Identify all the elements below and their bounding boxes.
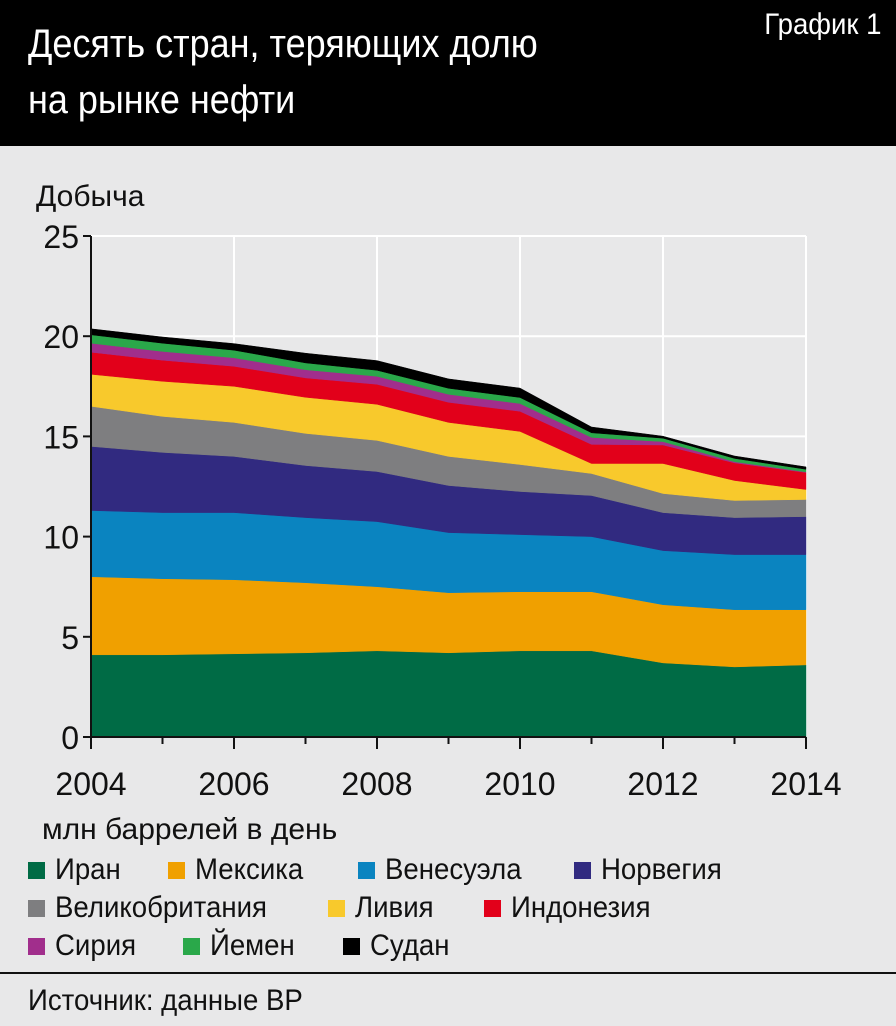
chart-legend: Иран Мексика Венесуэла Норвегия Великобритан… bbox=[0, 852, 896, 972]
chart-number-badge: График 1 bbox=[764, 8, 882, 41]
y-tick-label-20: 20 bbox=[43, 319, 79, 355]
legend-item-2: Мексика bbox=[168, 852, 313, 888]
legend-item-5: Великобритания bbox=[28, 890, 285, 926]
legend-label: Сирия bbox=[55, 929, 137, 962]
legend-swatch bbox=[183, 937, 200, 955]
legend-label: Судан bbox=[370, 929, 450, 962]
x-tick-label-2008: 2008 bbox=[341, 766, 412, 802]
legend-label: Мексика bbox=[195, 853, 304, 886]
x-tick-label-2004: 2004 bbox=[55, 766, 126, 802]
legend-swatch bbox=[358, 861, 375, 879]
source-bar: Источник: данные BP bbox=[0, 972, 896, 1026]
legend-item-10: Судан bbox=[343, 928, 456, 964]
legend-label: Венесуэла bbox=[385, 853, 522, 886]
legend-swatch bbox=[484, 899, 501, 917]
legend-item-7: Индонезия bbox=[484, 890, 663, 926]
y-axis-label: Добыча bbox=[36, 180, 145, 213]
legend-swatch bbox=[328, 899, 345, 917]
source-note: Источник: данные BP bbox=[28, 984, 303, 1017]
legend-item-8: Сирия bbox=[28, 928, 143, 964]
legend-item-3: Венесуэла bbox=[358, 852, 533, 888]
legend-item-9: Йемен bbox=[183, 928, 302, 964]
legend-swatch bbox=[574, 861, 591, 879]
legend-swatch bbox=[28, 899, 45, 917]
chart-header: Десять стран, теряющих долю на рынке неф… bbox=[0, 0, 896, 146]
legend-label: Иран bbox=[55, 853, 121, 886]
x-tick-label-2014: 2014 bbox=[770, 766, 841, 802]
x-tick-label-2010: 2010 bbox=[484, 766, 555, 802]
legend-swatch bbox=[343, 937, 360, 955]
x-axis-label: млн баррелей в день bbox=[42, 813, 337, 846]
y-tick-label-25: 25 bbox=[43, 219, 79, 255]
legend-item-1: Иран bbox=[28, 852, 127, 888]
legend-label: Индонезия bbox=[511, 891, 651, 924]
legend-label: Великобритания bbox=[55, 891, 267, 924]
stacked-area-chart: Добыча 0 5 10 15 20 25 2004 2006 2008 2010 2012 2014… bbox=[36, 180, 842, 846]
title-line-2: на рынке нефти bbox=[28, 78, 296, 122]
legend-swatch bbox=[28, 861, 45, 879]
x-tick-label-2006: 2006 bbox=[198, 766, 269, 802]
y-tick-label-10: 10 bbox=[43, 520, 79, 556]
y-tick-label-15: 15 bbox=[43, 419, 79, 455]
y-tick-label-5: 5 bbox=[61, 620, 79, 656]
legend-label: Йемен bbox=[210, 929, 295, 962]
title-line-1: Десять стран, теряющих долю bbox=[28, 22, 538, 66]
chart-title: Десять стран, теряющих долю на рынке неф… bbox=[28, 16, 604, 128]
legend-item-4: Норвегия bbox=[574, 852, 732, 888]
y-tick-label-0: 0 bbox=[61, 720, 79, 756]
x-tick-label-2012: 2012 bbox=[627, 766, 698, 802]
legend-swatch bbox=[28, 937, 45, 955]
legend-swatch bbox=[168, 861, 185, 879]
legend-label: Норвегия bbox=[601, 853, 722, 886]
legend-label: Ливия bbox=[355, 891, 434, 924]
area-series-10 bbox=[90, 328, 807, 470]
legend-item-6: Ливия bbox=[328, 890, 440, 926]
